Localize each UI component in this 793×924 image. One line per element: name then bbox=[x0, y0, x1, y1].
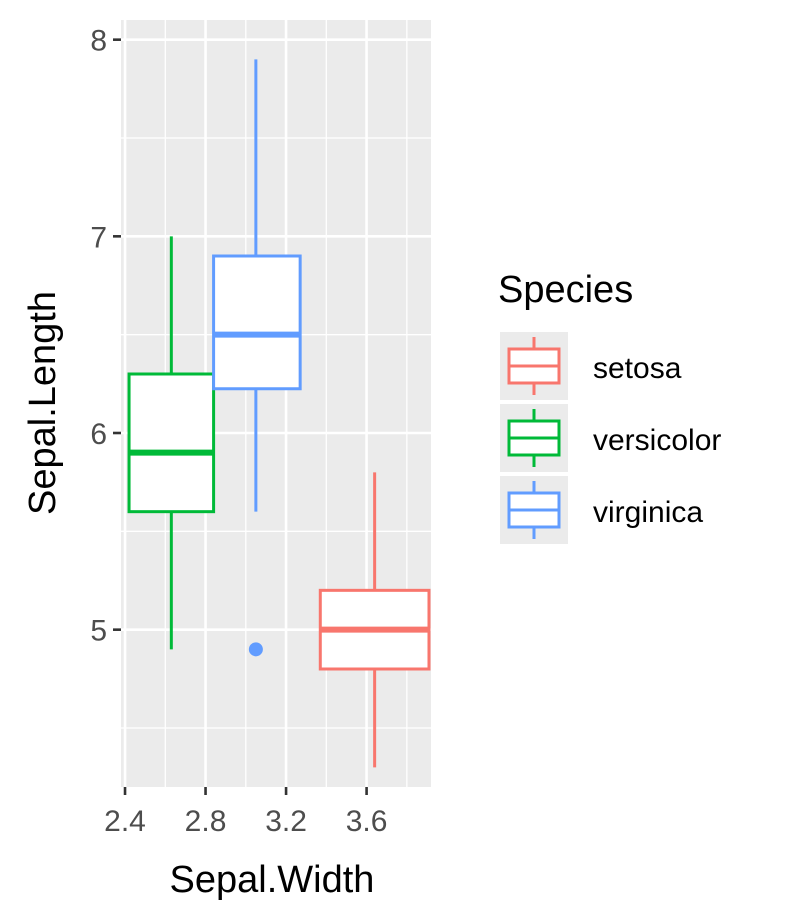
x-tick-label: 3.6 bbox=[346, 805, 388, 838]
boxes bbox=[127, 59, 431, 768]
legend-item-versicolor: versicolor bbox=[500, 404, 721, 472]
y-tick-label: 5 bbox=[90, 615, 107, 648]
y-axis-title: Sepal.Length bbox=[22, 291, 64, 515]
legend-item-virginica: virginica bbox=[500, 476, 703, 544]
box-virginica bbox=[212, 59, 302, 657]
legend-title: Species bbox=[498, 269, 633, 311]
legend-label: versicolor bbox=[593, 424, 721, 457]
box-setosa bbox=[318, 472, 431, 768]
y-tick-label: 8 bbox=[90, 25, 107, 58]
box-versicolor bbox=[127, 236, 216, 650]
box-iqr bbox=[212, 254, 302, 391]
legend-label: setosa bbox=[593, 352, 682, 385]
x-axis: 2.4 2.8 3.2 3.6 bbox=[104, 787, 387, 838]
y-axis: 5 6 7 8 bbox=[90, 25, 121, 648]
x-tick-label: 2.8 bbox=[185, 805, 227, 838]
legend-label: virginica bbox=[593, 496, 703, 529]
outlier-point bbox=[248, 642, 263, 657]
y-tick-label: 7 bbox=[90, 221, 107, 254]
x-tick-label: 2.4 bbox=[104, 805, 146, 838]
box-iqr bbox=[127, 372, 216, 514]
x-tick-label: 3.2 bbox=[265, 805, 307, 838]
x-axis-title: Sepal.Width bbox=[170, 859, 375, 901]
y-tick-label: 6 bbox=[90, 418, 107, 451]
legend-item-setosa: setosa bbox=[500, 332, 682, 400]
legend: setosa versicolor virginica bbox=[500, 332, 721, 544]
